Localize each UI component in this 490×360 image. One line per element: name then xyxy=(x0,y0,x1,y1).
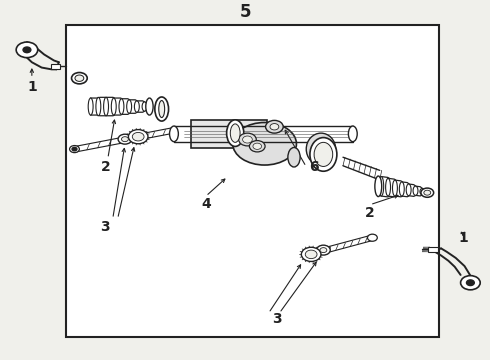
Ellipse shape xyxy=(96,97,101,116)
Text: 2: 2 xyxy=(100,160,110,174)
Circle shape xyxy=(421,188,434,197)
Ellipse shape xyxy=(392,180,397,196)
Ellipse shape xyxy=(88,98,93,115)
Ellipse shape xyxy=(103,97,108,116)
Text: 6: 6 xyxy=(309,160,318,174)
Ellipse shape xyxy=(142,102,147,111)
Circle shape xyxy=(461,276,480,290)
Circle shape xyxy=(75,75,84,81)
Circle shape xyxy=(23,47,31,53)
Text: 3: 3 xyxy=(272,312,282,326)
Circle shape xyxy=(16,42,38,58)
Ellipse shape xyxy=(233,122,296,165)
Circle shape xyxy=(72,147,77,151)
Circle shape xyxy=(132,132,144,141)
Ellipse shape xyxy=(406,184,411,196)
Ellipse shape xyxy=(306,133,336,165)
Circle shape xyxy=(122,137,128,141)
Bar xyxy=(428,247,438,252)
Ellipse shape xyxy=(348,126,357,141)
Ellipse shape xyxy=(310,138,337,171)
Ellipse shape xyxy=(399,182,404,196)
Circle shape xyxy=(249,141,265,152)
Circle shape xyxy=(466,280,474,285)
Ellipse shape xyxy=(288,148,300,167)
Circle shape xyxy=(424,190,431,195)
Circle shape xyxy=(118,134,132,144)
Ellipse shape xyxy=(127,100,132,113)
Circle shape xyxy=(253,143,262,149)
Text: 2: 2 xyxy=(365,206,375,220)
Ellipse shape xyxy=(170,126,178,141)
Circle shape xyxy=(70,145,79,153)
Ellipse shape xyxy=(230,124,240,142)
Ellipse shape xyxy=(375,176,382,197)
Bar xyxy=(66,25,439,337)
Circle shape xyxy=(305,250,317,258)
Ellipse shape xyxy=(413,186,418,195)
Bar xyxy=(51,64,60,69)
Ellipse shape xyxy=(111,98,116,115)
Text: 1: 1 xyxy=(27,80,37,94)
Ellipse shape xyxy=(134,101,139,112)
Ellipse shape xyxy=(119,99,124,114)
Circle shape xyxy=(239,133,256,146)
Ellipse shape xyxy=(159,100,165,117)
Circle shape xyxy=(128,130,148,144)
Ellipse shape xyxy=(420,188,425,195)
Ellipse shape xyxy=(379,176,384,196)
Circle shape xyxy=(243,136,252,143)
Circle shape xyxy=(266,120,283,133)
Ellipse shape xyxy=(226,120,244,147)
Ellipse shape xyxy=(155,97,169,121)
Circle shape xyxy=(368,234,377,241)
Ellipse shape xyxy=(386,178,391,196)
Text: 1: 1 xyxy=(458,231,468,245)
Circle shape xyxy=(270,123,279,130)
Circle shape xyxy=(317,245,330,255)
Ellipse shape xyxy=(146,98,153,115)
Text: 3: 3 xyxy=(100,220,110,234)
Ellipse shape xyxy=(314,142,333,166)
Circle shape xyxy=(72,72,87,84)
Text: 4: 4 xyxy=(201,197,211,211)
Circle shape xyxy=(301,247,321,261)
Bar xyxy=(191,120,267,148)
Text: 5: 5 xyxy=(239,4,251,22)
Circle shape xyxy=(320,248,327,253)
